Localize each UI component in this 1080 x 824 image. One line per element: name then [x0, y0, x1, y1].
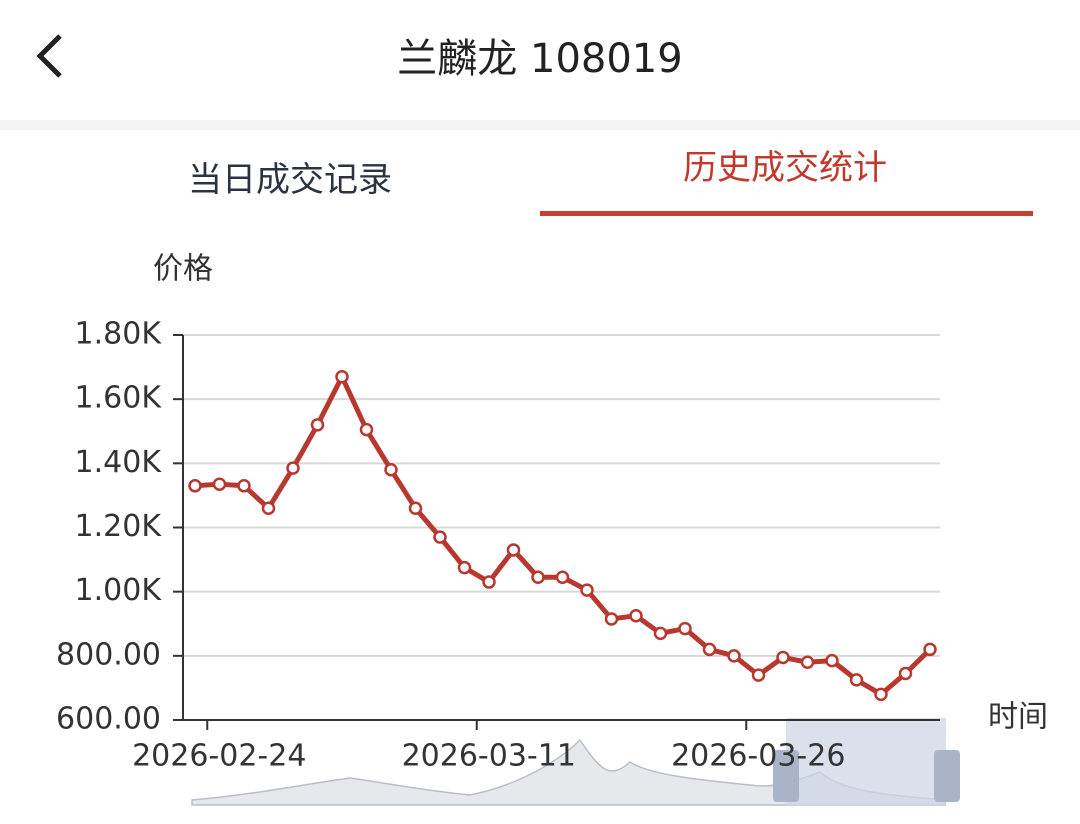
y-axis-title: 价格: [153, 252, 213, 287]
y-tick-label: 800.00: [56, 637, 161, 672]
tab[interactable]: 当日成交记录: [188, 160, 392, 200]
data-point: [923, 642, 937, 657]
y-tick-label: 1.80K: [75, 317, 163, 352]
data-point: [408, 501, 423, 515]
data-point: [800, 655, 815, 669]
data-point: [629, 608, 643, 623]
data-point: [678, 621, 692, 636]
data-point: [604, 612, 619, 626]
data-point: [482, 575, 496, 589]
zoom-handle[interactable]: [934, 750, 960, 802]
data-point: [335, 369, 349, 384]
data-point: [286, 461, 300, 475]
data-point: [237, 479, 251, 493]
data-point: [898, 666, 913, 681]
data-point: [702, 642, 717, 657]
x-tick-label: 2026-02-24: [132, 739, 306, 774]
data-point: [874, 687, 888, 702]
y-tick-label: 1.00K: [75, 573, 163, 608]
x-tick-label: 2026-03-26: [671, 739, 845, 774]
data-point: [849, 673, 864, 687]
y-tick-label: 1.60K: [75, 381, 163, 416]
data-point: [188, 479, 202, 493]
data-point: [506, 543, 521, 557]
data-point: [751, 668, 766, 682]
data-point: [457, 560, 472, 575]
data-point: [776, 650, 790, 665]
separator: [0, 120, 1080, 130]
data-point: [212, 477, 227, 491]
data-point: [359, 422, 374, 437]
y-tick-label: 1.20K: [75, 509, 163, 544]
zoom-handle[interactable]: [773, 750, 799, 802]
data-point: [261, 501, 276, 515]
data-point: [825, 653, 839, 668]
y-tick-label: 600.00: [56, 702, 161, 737]
tab[interactable]: 历史成交统计: [683, 148, 887, 188]
data-point: [580, 583, 594, 597]
x-axis-title: 时间: [988, 700, 1048, 735]
page-title: 兰麟龙 108019: [397, 36, 683, 82]
data-point: [384, 463, 398, 477]
y-tick-label: 1.40K: [75, 445, 163, 480]
x-tick-label: 2026-03-11: [402, 739, 576, 774]
data-point: [310, 418, 325, 432]
tab-indicator: [540, 211, 1033, 216]
data-point: [727, 649, 741, 663]
data-point: [555, 570, 570, 584]
zoom-window[interactable]: [786, 718, 946, 806]
price-line: [194, 374, 932, 697]
data-point: [531, 570, 545, 584]
data-point: [653, 626, 668, 641]
back-button[interactable]: [36, 34, 62, 78]
data-point: [433, 530, 447, 544]
